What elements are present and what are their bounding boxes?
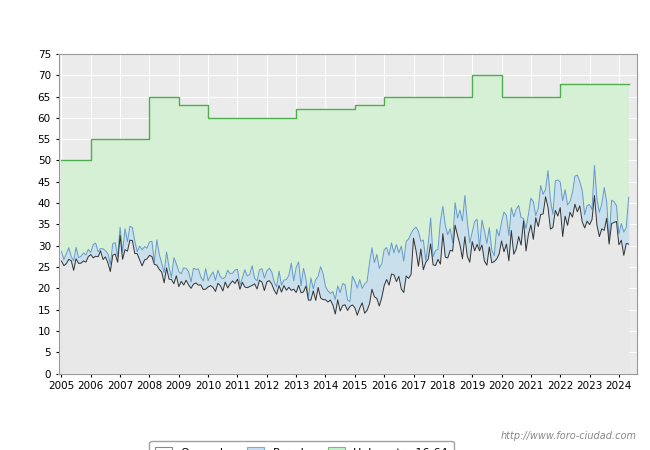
Legend: Ocupados, Parados, Hab. entre 16-64: Ocupados, Parados, Hab. entre 16-64 (150, 441, 454, 450)
Text: http://www.foro-ciudad.com: http://www.foro-ciudad.com (501, 431, 637, 441)
Text: Brieva - Evolucion de la poblacion en edad de Trabajar Mayo de 2024: Brieva - Evolucion de la poblacion en ed… (94, 21, 556, 33)
